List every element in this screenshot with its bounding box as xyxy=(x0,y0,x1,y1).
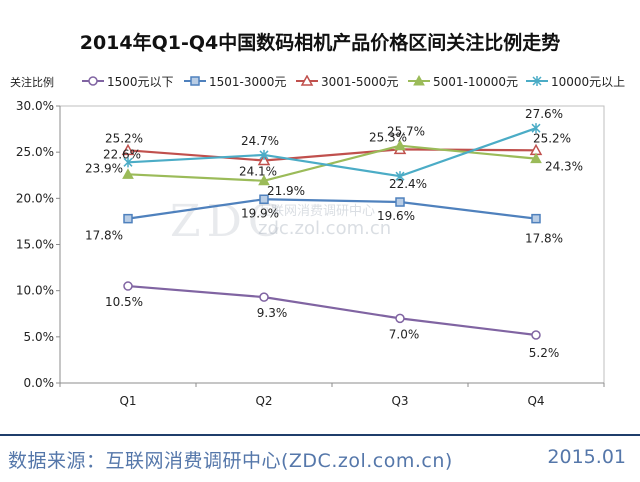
data-label: 9.3% xyxy=(257,306,288,320)
y-tick-label: 25.0% xyxy=(16,145,54,159)
legend-item-1501-3000: 1501-3000元 xyxy=(184,72,286,90)
data-source: 数据来源：互联网消费调研中心(ZDC.zol.com.cn) xyxy=(8,450,453,472)
legend-label: 1500元以下 xyxy=(107,74,174,89)
data-point xyxy=(530,152,542,164)
data-label: 24.7% xyxy=(241,134,279,148)
data-point xyxy=(123,281,133,291)
footer: 数据来源：互联网消费调研中心(ZDC.zol.com.cn) 2015.01 xyxy=(0,434,640,482)
data-label: 25.2% xyxy=(105,131,143,145)
data-label: 25.7% xyxy=(387,125,425,139)
legend-item-1500-below: 1500元以下 xyxy=(82,72,174,90)
x-tick-label: Q2 xyxy=(255,394,272,408)
y-tick-label: 20.0% xyxy=(16,191,54,205)
legend-marker-triangle-icon xyxy=(408,75,430,86)
data-point xyxy=(259,149,269,160)
data-label: 5.2% xyxy=(529,346,560,360)
data-point xyxy=(123,213,133,224)
legend: 1500元以下 1501-3000元 3001-5000元 5001-10000… xyxy=(6,72,638,90)
report-date: 2015.01 xyxy=(547,446,626,468)
series-line-0 xyxy=(127,284,537,337)
legend-label: 5001-10000元 xyxy=(433,74,519,89)
data-label: 10.5% xyxy=(105,295,143,309)
y-axis-label: 关注比例 xyxy=(10,76,54,89)
legend-marker-asterisk-icon xyxy=(526,76,548,86)
y-tick-label: 15.0% xyxy=(16,238,54,252)
data-point xyxy=(394,139,406,151)
legend-label: 3001-5000元 xyxy=(321,74,399,89)
data-point xyxy=(531,213,541,224)
legend-marker-circle-icon xyxy=(82,76,104,86)
watermark-line1: 互联网消费调研中心 xyxy=(258,204,376,219)
y-tick-label: 5.0% xyxy=(24,330,55,344)
data-label: 17.8% xyxy=(85,229,123,243)
legend-label: 10000元以上 xyxy=(551,74,626,89)
data-label: 25.3% xyxy=(369,130,407,144)
legend-item-10000-above: 10000元以上 xyxy=(526,72,625,90)
x-tick-label: Q3 xyxy=(391,394,408,408)
y-tick-label: 30.0% xyxy=(16,99,54,113)
data-label: 22.4% xyxy=(389,177,427,191)
watermark-line2: zdc.zol.com.cn xyxy=(258,218,392,239)
data-label: 17.8% xyxy=(525,232,563,246)
series-line-4 xyxy=(127,127,537,178)
y-tick-label: 0.0% xyxy=(24,376,55,390)
data-label: 25.2% xyxy=(533,131,571,145)
data-label: 19.6% xyxy=(377,209,415,223)
data-point xyxy=(531,123,541,134)
data-point xyxy=(531,330,541,340)
data-point xyxy=(122,168,134,179)
y-tick-label: 10.0% xyxy=(16,284,54,298)
legend-item-3001-5000: 3001-5000元 xyxy=(296,72,398,90)
data-label: 24.1% xyxy=(239,164,277,178)
data-label: 21.9% xyxy=(267,184,305,198)
data-label: 19.9% xyxy=(241,206,279,220)
legend-marker-triangle-open-icon xyxy=(296,75,318,86)
plot-area xyxy=(59,105,605,384)
data-label: 24.3% xyxy=(545,160,583,174)
legend-marker-square-icon xyxy=(184,76,206,86)
data-point xyxy=(258,174,270,186)
series-line-1 xyxy=(127,198,537,220)
x-tick-label: Q4 xyxy=(527,394,544,408)
line-chart: 0.0% 5.0% 10.0% 15.0% 20.0% 25.0% 30.0% Q1 Q2 Q3 Q… xyxy=(16,99,605,408)
data-point xyxy=(257,153,271,166)
legend-label: 1501-3000元 xyxy=(209,74,287,89)
data-point xyxy=(123,157,133,168)
legend-item-5001-10000: 5001-10000元 xyxy=(408,72,518,90)
x-tick-label: Q1 xyxy=(119,394,136,408)
data-point xyxy=(121,143,135,156)
data-point xyxy=(395,197,405,207)
data-point xyxy=(395,313,405,324)
chart-title: 2014年Q1-Q4中国数码相机产品价格区间关注比例走势 xyxy=(79,32,561,54)
data-label: 7.0% xyxy=(389,327,420,341)
data-point xyxy=(259,292,269,302)
data-point xyxy=(395,171,405,182)
data-label: 27.6% xyxy=(525,107,563,121)
data-label: 23.9% xyxy=(85,161,123,175)
data-point xyxy=(259,194,269,205)
series-line-2 xyxy=(127,148,537,162)
data-label: 22.6% xyxy=(103,147,141,161)
